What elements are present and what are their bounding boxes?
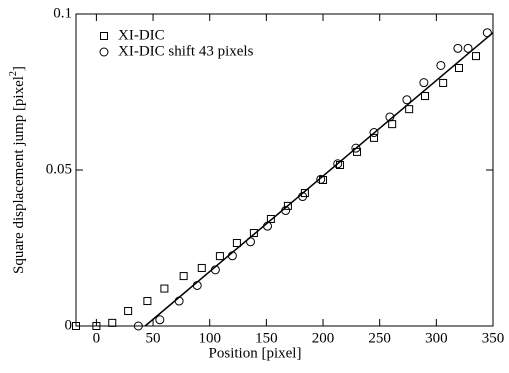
square-marker [283,201,292,210]
x-tick-label: 200 [312,330,335,346]
circle-marker [333,159,343,169]
square-marker [215,252,224,261]
square-marker [472,52,481,61]
x-tick-label: 150 [255,330,278,346]
square-marker [124,307,133,316]
x-tick-label: 50 [146,330,161,346]
square-marker [439,78,448,87]
x-tick-label: 300 [425,330,448,346]
circle-marker [155,315,165,325]
y-tick-label: 0.1 [53,5,72,21]
circle-marker [351,143,361,153]
x-tick-label: 0 [93,330,101,346]
square-marker [179,272,188,281]
y-label-end: ] [11,66,27,71]
square-marker [232,239,241,248]
circle-marker [463,43,473,53]
y-label-main: Square displacement jump [pixel [11,76,27,274]
square-marker [143,297,152,306]
circle-marker [99,47,109,57]
square-marker [100,32,108,40]
square-marker [108,318,117,327]
circle-marker [453,43,463,53]
circle-marker [369,128,379,138]
x-tick-label: 250 [368,330,391,346]
y-label-sup: 2 [8,71,19,76]
y-tick-label: 0.05 [46,161,72,177]
x-tick-label: 350 [482,330,505,346]
square-marker [388,120,397,129]
circle-marker [316,174,326,184]
y-axis-label: Square displacement jump [pixel2] [8,66,27,274]
y-tick-label: 0 [65,317,73,333]
circle-marker [436,60,446,70]
circle-marker [133,321,143,331]
legend-label: XI-DIC [118,27,165,43]
x-tick-label: 100 [198,330,221,346]
square-marker [92,322,101,330]
square-marker [455,63,464,72]
plot-frame [75,13,494,327]
square-marker [160,284,169,293]
fit-line [144,32,494,327]
square-marker [72,322,80,330]
x-axis-label: Position [pixel] [209,345,302,361]
legend-label: XI-DIC shift 43 pixels [118,43,254,59]
circle-marker [402,95,412,105]
square-marker [405,105,414,114]
square-marker [266,214,275,223]
square-marker [421,92,430,101]
square-marker [370,133,379,142]
circle-marker [419,78,429,88]
square-marker [197,263,206,272]
square-marker [249,229,258,238]
